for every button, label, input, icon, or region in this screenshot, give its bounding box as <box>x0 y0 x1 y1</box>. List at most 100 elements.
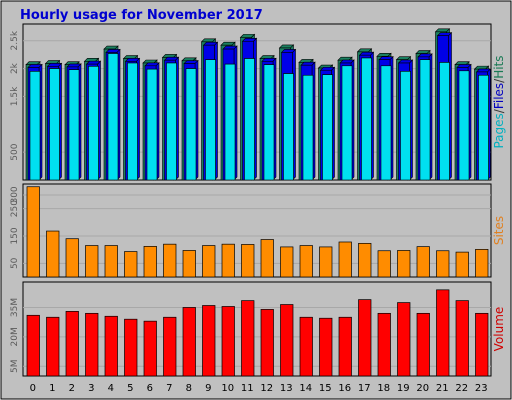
pages-bar-8 <box>185 68 197 181</box>
pages-bar-9-front <box>205 59 216 181</box>
panel-hits-ytick-label: 2k <box>10 62 20 74</box>
pages-bar-13 <box>283 73 294 181</box>
volume-bar-16 <box>338 316 352 377</box>
pages-bar-4 <box>107 53 119 181</box>
x-tick-label: 4 <box>108 383 114 394</box>
volume-bar-5 <box>124 318 138 377</box>
pages-bar-0-front <box>29 71 41 181</box>
x-tick-label: 23 <box>475 383 488 394</box>
volume-bar-6 <box>143 320 157 377</box>
volume-bar-11 <box>241 300 255 377</box>
pages-bar-6 <box>146 68 158 181</box>
volume-bar-3 <box>85 312 99 377</box>
volume-bar-20 <box>416 312 430 377</box>
panel-label-part: / <box>492 78 506 83</box>
pages-bar-10-front <box>224 63 236 181</box>
panel-sites-ytick-label: 50 <box>10 257 20 269</box>
pages-bar-21-front <box>439 62 450 181</box>
x-tick-label: 6 <box>147 383 153 394</box>
x-tick-label: 10 <box>221 383 234 394</box>
volume-bar-2 <box>65 311 79 377</box>
pages-bar-6-front <box>146 68 158 181</box>
sites-bar-14 <box>299 245 313 278</box>
volume-bar-9 <box>202 305 216 377</box>
volume-bar-17 <box>358 299 372 377</box>
pages-bar-1-front <box>49 68 60 181</box>
volume-bar-0 <box>26 314 40 377</box>
pages-bar-3-front <box>88 66 99 181</box>
x-tick-label: 14 <box>299 383 312 394</box>
panel-sites-ytick-label: 300 <box>10 186 20 203</box>
volume-bar-12 <box>260 309 274 377</box>
x-tick-label: 18 <box>377 383 390 394</box>
sites-bar-18 <box>377 250 391 278</box>
panel-hits-plot-area <box>22 23 492 181</box>
panel-hits-ytick-label: 1.5k <box>10 86 20 106</box>
sites-bar-22 <box>455 251 469 278</box>
panel-label-part: Volume <box>492 307 506 352</box>
sites-bar-13 <box>280 246 294 278</box>
volume-bar-10 <box>221 306 235 377</box>
pages-bar-2 <box>68 69 80 181</box>
panel-sites-ytick-label: 150 <box>10 227 20 244</box>
pages-bar-16 <box>341 65 353 181</box>
chart-panels: 5001.5k2k2.5kPages/Files/Hits50150250300… <box>10 23 506 377</box>
sites-bar-2 <box>65 238 79 278</box>
pages-bar-22 <box>458 70 470 181</box>
volume-bar-8 <box>182 307 196 377</box>
panel-volume-plot-area <box>22 281 492 377</box>
volume-bar-7 <box>163 316 177 377</box>
panel-volume-ytick-label: 20M <box>10 327 20 346</box>
sites-bar-4 <box>104 245 118 278</box>
sites-bar-10 <box>221 243 235 278</box>
volume-bar-18 <box>377 312 391 377</box>
panel-label-part: Files <box>492 83 506 109</box>
panel-hits-ytick-label: 500 <box>10 143 20 160</box>
pages-bar-7-front <box>166 62 177 181</box>
sites-bar-0 <box>26 186 40 278</box>
pages-bar-23 <box>478 74 489 181</box>
sites-bar-15 <box>319 246 333 278</box>
volume-bar-4 <box>104 315 118 377</box>
volume-bar-13 <box>280 304 294 377</box>
pages-bar-11 <box>244 58 255 181</box>
pages-bar-20 <box>419 59 431 181</box>
x-tick-labels: 0 1 2 3 4 5 6 7 8 9 10 11 12 13 14 15 16 17 18 19 20 21 22 23 <box>30 383 488 394</box>
panel-volume: 5M 20M 35M Volume <box>10 281 506 377</box>
pages-bar-14-front <box>302 74 314 181</box>
panel-label-part: Sites <box>492 216 506 245</box>
volume-bar-23 <box>475 312 489 377</box>
x-tick-label: 21 <box>436 383 449 394</box>
pages-bar-14 <box>302 74 314 181</box>
sites-bar-12 <box>260 239 274 278</box>
panel-label-part: Pages <box>492 113 506 148</box>
pages-bar-3 <box>88 66 99 181</box>
volume-bar-22 <box>455 300 469 377</box>
pages-bar-12-front <box>263 64 275 181</box>
pages-bar-15 <box>322 74 333 181</box>
sites-bar-7 <box>163 243 177 278</box>
pages-bar-19 <box>400 71 411 181</box>
x-tick-label: 0 <box>30 383 36 394</box>
pages-bar-5-front <box>127 62 138 181</box>
pages-bar-5 <box>127 62 138 181</box>
x-tick-label: 16 <box>338 383 351 394</box>
x-tick-label: 13 <box>280 383 293 394</box>
sites-bar-1 <box>46 230 60 278</box>
x-tick-label: 9 <box>205 383 211 394</box>
sites-bar-6 <box>143 246 157 278</box>
pages-bar-17 <box>361 57 372 181</box>
x-tick-label: 17 <box>358 383 371 394</box>
pages-bar-2-front <box>68 69 80 181</box>
panel-label-part: Hits <box>492 55 506 78</box>
panel-sites-plot-area <box>22 183 492 278</box>
volume-bar-21 <box>436 289 450 377</box>
panel-volume-ytick-label: 35M <box>10 298 20 317</box>
x-tick-label: 20 <box>416 383 429 394</box>
sites-bar-16 <box>338 241 352 278</box>
panel-hits-label: Pages/Files/Hits <box>492 55 506 148</box>
sites-bar-17 <box>358 243 372 278</box>
sites-bar-11 <box>241 244 255 278</box>
